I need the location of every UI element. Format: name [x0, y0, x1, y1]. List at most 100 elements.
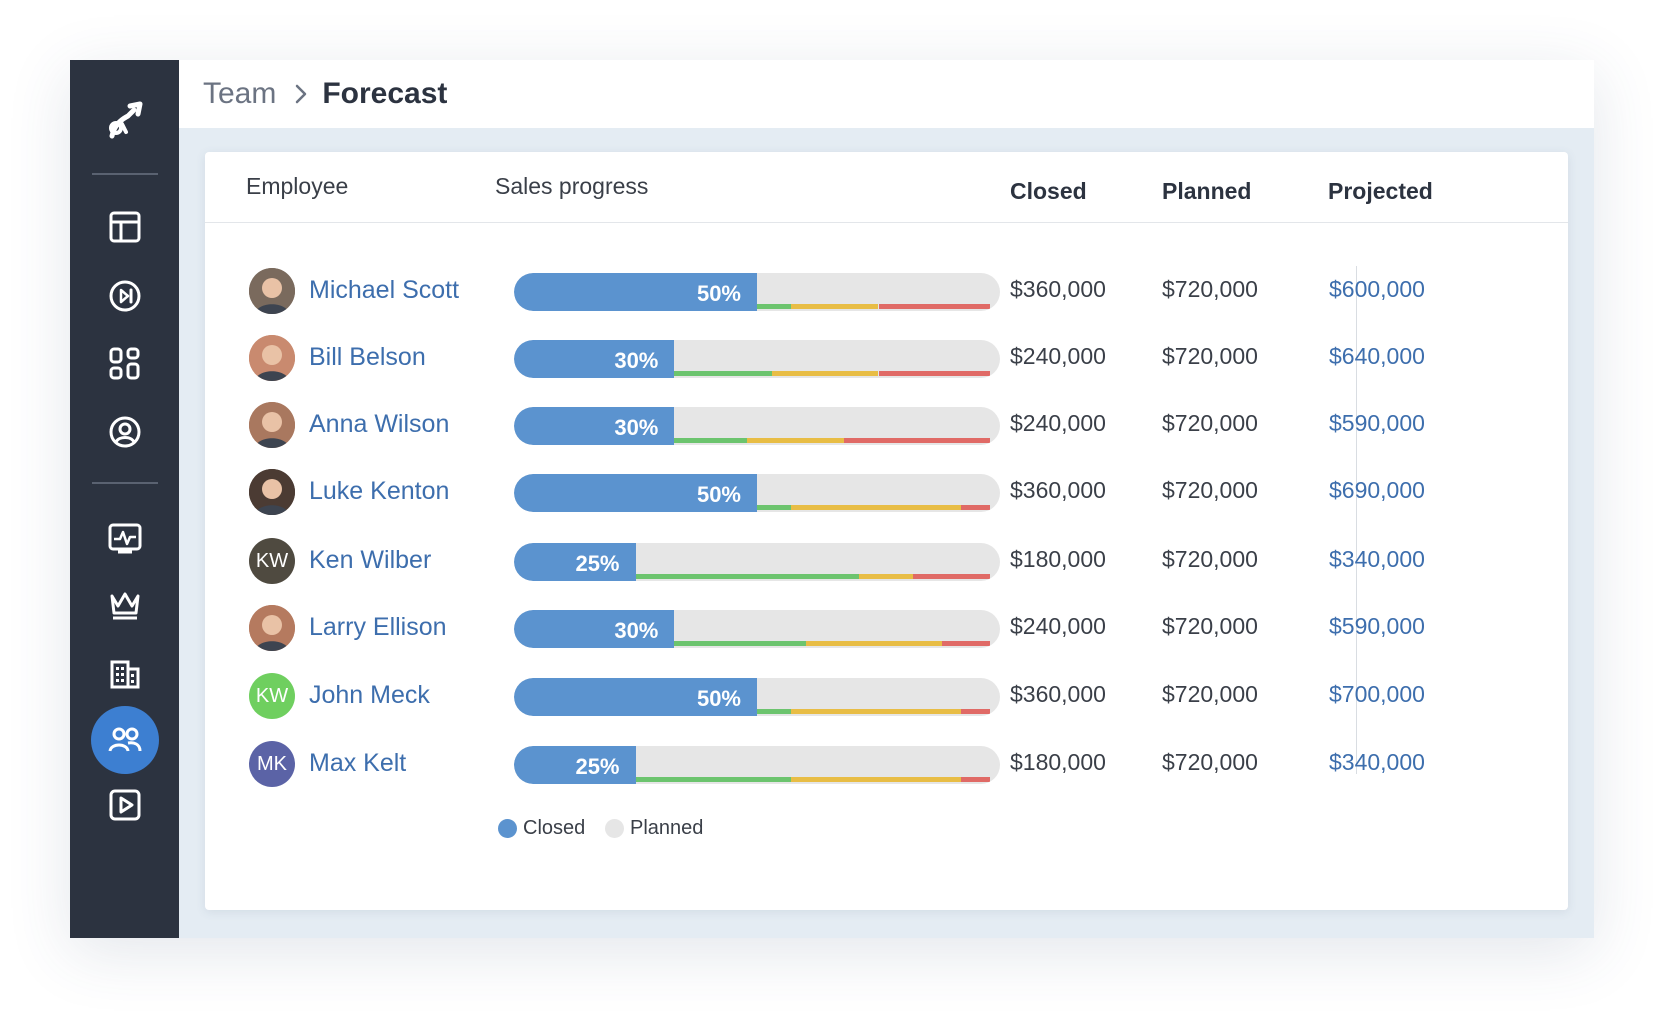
planned-segment-red	[961, 777, 991, 782]
legend-planned-label: Planned	[630, 817, 704, 839]
planned-amount: $720,000	[1162, 613, 1258, 639]
closed-amount: $240,000	[1010, 613, 1106, 639]
planned-segment-red	[878, 371, 991, 376]
sidebar-item-leaderboard[interactable]	[94, 574, 156, 636]
activity-icon	[108, 523, 142, 554]
avatar-initials: MK	[249, 741, 295, 787]
planned-amount: $720,000	[1162, 546, 1258, 572]
closed-amount: $360,000	[1010, 276, 1106, 302]
table-row[interactable]: KW John Meck 50% $360,000 $720,000 $700,000	[205, 667, 1568, 727]
employee-name[interactable]: Luke Kenton	[309, 477, 450, 505]
closed-progress-fill	[514, 678, 757, 716]
avatar-photo	[249, 268, 295, 314]
projected-amount[interactable]: $600,000	[1329, 276, 1425, 302]
projected-amount[interactable]: $340,000	[1329, 749, 1425, 775]
closed-amount: $360,000	[1010, 681, 1106, 707]
table-row[interactable]: Anna Wilson 30% $240,000 $720,000 $590,000	[205, 396, 1568, 456]
table-row[interactable]: Larry Ellison 30% $240,000 $720,000 $590,000	[205, 599, 1568, 659]
sidebar-item-activity[interactable]	[94, 507, 156, 569]
planned-segment-yellow	[791, 709, 962, 714]
table-row[interactable]: Bill Belson 30% $240,000 $720,000 $640,000	[205, 329, 1568, 389]
projected-amount[interactable]: $340,000	[1329, 546, 1425, 572]
closed-progress-fill	[514, 273, 757, 311]
avatar-photo	[249, 402, 295, 448]
progress-percent-label: 50%	[696, 482, 741, 507]
sales-progress-bar: 50%	[514, 678, 1000, 716]
planned-segment-yellow	[805, 641, 942, 646]
planned-segment-red	[878, 304, 991, 309]
progress-percent-label: 50%	[696, 686, 741, 711]
sidebar-item-profile[interactable]	[94, 401, 156, 463]
closed-progress-fill	[514, 474, 757, 512]
employee-name[interactable]: Max Kelt	[309, 749, 407, 777]
closed-amount: $240,000	[1010, 343, 1106, 369]
employee-name[interactable]: Larry Ellison	[309, 613, 447, 641]
employee-name[interactable]: John Meck	[309, 681, 430, 709]
planned-segment-yellow	[791, 777, 962, 782]
table-row[interactable]: KW Ken Wilber 25% $180,000 $720,000 $340,000	[205, 532, 1568, 592]
avatar-photo	[249, 335, 295, 381]
header-sales-progress: Sales progress	[495, 173, 649, 199]
header-planned[interactable]: Planned	[1162, 178, 1252, 204]
employee-name[interactable]: Ken Wilber	[309, 546, 432, 574]
employee-name[interactable]: Bill Belson	[309, 343, 426, 371]
sidebar-divider	[92, 482, 158, 484]
building-icon	[110, 660, 140, 689]
app-window: Team Forecast Employee Sales progress Cl…	[70, 60, 1594, 938]
play-next-icon	[109, 280, 141, 312]
closed-amount: $180,000	[1010, 546, 1106, 572]
table-row[interactable]: Michael Scott 50% $360,000 $720,000 $600,000	[205, 262, 1568, 322]
projected-amount[interactable]: $590,000	[1329, 613, 1425, 639]
planned-segment-red	[961, 709, 991, 714]
table-row[interactable]: MK Max Kelt 25% $180,000 $720,000 $340,000	[205, 735, 1568, 795]
sales-progress-bar: 25%	[514, 543, 1000, 581]
sidebar-item-playback[interactable]	[94, 265, 156, 327]
sidebar-item-video[interactable]	[94, 774, 156, 836]
employee-name[interactable]: Anna Wilson	[309, 410, 450, 438]
closed-progress-fill	[514, 407, 675, 445]
progress-percent-label: 25%	[575, 754, 620, 779]
avatar-photo	[249, 605, 295, 651]
projected-amount[interactable]: $590,000	[1329, 410, 1425, 436]
team-icon	[108, 727, 142, 752]
header-projected[interactable]: Projected	[1328, 178, 1433, 204]
sidebar-item-company[interactable]	[94, 642, 156, 704]
planned-amount: $720,000	[1162, 477, 1258, 503]
projected-amount[interactable]: $690,000	[1329, 477, 1425, 503]
employee-name[interactable]: Michael Scott	[309, 276, 460, 304]
video-icon	[109, 789, 141, 821]
closed-amount: $360,000	[1010, 477, 1106, 503]
planned-segment-yellow	[859, 574, 913, 579]
sales-progress-bar: 30%	[514, 340, 1000, 378]
header-employee: Employee	[246, 173, 349, 199]
progress-percent-label: 50%	[696, 281, 741, 306]
layout-icon	[109, 211, 141, 243]
projected-amount[interactable]: $640,000	[1329, 343, 1425, 369]
planned-legend-swatch	[605, 819, 624, 838]
forecast-card: Employee Sales progress Closed Planned P…	[205, 152, 1568, 910]
logo-icon[interactable]	[100, 96, 150, 146]
planned-segment-green	[635, 574, 860, 579]
sales-progress-bar: 50%	[514, 474, 1000, 512]
legend-closed: Closed	[498, 817, 585, 840]
avatar-initials: KW	[249, 538, 295, 584]
planned-segment-red	[941, 641, 991, 646]
progress-percent-label: 30%	[614, 415, 659, 440]
breadcrumb-parent[interactable]: Team	[203, 77, 277, 110]
projected-amount[interactable]: $700,000	[1329, 681, 1425, 707]
sales-progress-bar: 50%	[514, 273, 1000, 311]
planned-amount: $720,000	[1162, 410, 1258, 436]
column-divider	[1356, 266, 1357, 774]
planned-segment-yellow	[747, 438, 845, 443]
sidebar-item-team[interactable]	[91, 706, 159, 774]
planned-segment-green	[635, 777, 792, 782]
planned-amount: $720,000	[1162, 343, 1258, 369]
planned-segment-yellow	[791, 304, 879, 309]
header-closed[interactable]: Closed	[1010, 178, 1087, 204]
sidebar-divider	[92, 173, 158, 175]
progress-percent-label: 30%	[614, 618, 659, 643]
table-row[interactable]: Luke Kenton 50% $360,000 $720,000 $690,000	[205, 463, 1568, 523]
sidebar-item-apps[interactable]	[94, 333, 156, 395]
sales-progress-bar: 30%	[514, 610, 1000, 648]
sidebar-item-layout[interactable]	[94, 196, 156, 258]
